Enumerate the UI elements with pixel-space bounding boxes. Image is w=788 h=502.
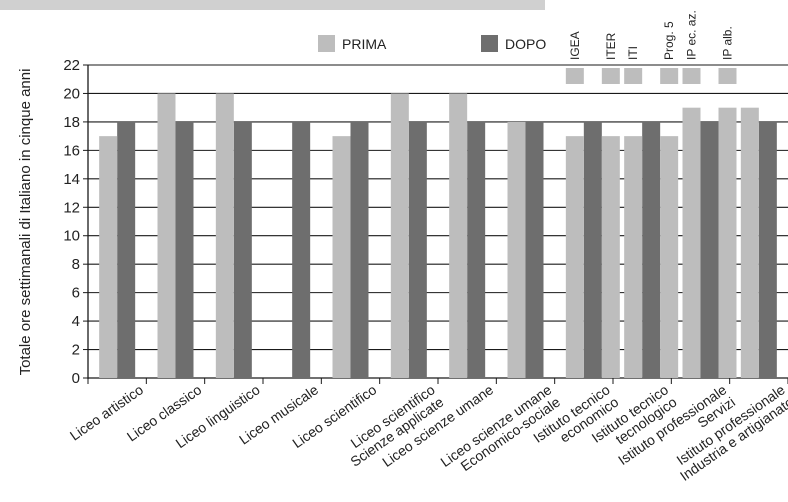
bar-prima bbox=[565, 136, 584, 378]
sub-label: ITI bbox=[626, 46, 640, 60]
bar-dopo bbox=[175, 121, 194, 378]
bar-prima bbox=[390, 93, 409, 379]
bar-dopo bbox=[292, 121, 311, 378]
sub-label-marker bbox=[660, 68, 679, 84]
y-tick-label: 14 bbox=[63, 171, 80, 188]
bar-prima bbox=[601, 136, 620, 378]
bar-dopo bbox=[467, 121, 486, 378]
bar-prima bbox=[99, 136, 118, 378]
bar-layer bbox=[99, 93, 777, 379]
y-tick-label: 10 bbox=[63, 228, 80, 245]
legend-label: PRIMA bbox=[342, 36, 387, 52]
top-gray-strip bbox=[0, 0, 545, 10]
bar-prima bbox=[660, 136, 679, 378]
y-tick-label: 18 bbox=[63, 114, 80, 131]
sub-label-marker bbox=[601, 68, 620, 84]
legend-label: DOPO bbox=[505, 36, 546, 52]
y-tick-label: 22 bbox=[63, 57, 80, 74]
axis-layer: 0 2 4 6 8 10 12 14 16 18 20 22 bbox=[63, 57, 788, 387]
sub-label: Prog. 5 bbox=[662, 21, 676, 60]
sub-label: ITER bbox=[604, 32, 618, 60]
y-tick-label: 0 bbox=[72, 370, 80, 387]
sub-label-marker bbox=[624, 68, 643, 84]
sub-label-marker bbox=[565, 68, 584, 84]
bar-dopo bbox=[583, 121, 602, 378]
bar-dopo bbox=[642, 121, 661, 378]
sub-label: IP alb. bbox=[721, 26, 735, 60]
y-axis-label: Totale ore settimanali di Italiano in ci… bbox=[17, 69, 34, 376]
sub-label: IP ec. az. bbox=[685, 10, 699, 60]
bar-prima bbox=[682, 107, 701, 378]
sub-label: IGEA bbox=[568, 31, 582, 60]
y-tick-label: 6 bbox=[72, 285, 80, 302]
bar-prima bbox=[332, 136, 351, 378]
sub-label-marker bbox=[682, 68, 701, 84]
y-tick-label: 16 bbox=[63, 142, 80, 159]
y-tick-label: 4 bbox=[72, 313, 80, 330]
bar-dopo bbox=[117, 121, 136, 378]
bar-prima bbox=[624, 136, 643, 378]
y-tick-label: 2 bbox=[72, 342, 80, 359]
y-tick-label: 8 bbox=[72, 256, 80, 273]
bar-prima bbox=[215, 93, 234, 379]
bar-dopo bbox=[700, 121, 719, 378]
bar-prima bbox=[157, 93, 176, 379]
legend-swatch bbox=[318, 35, 335, 52]
bar-dopo bbox=[758, 121, 777, 378]
bar-prima bbox=[740, 107, 759, 378]
bar-dopo bbox=[350, 121, 369, 378]
bar-prima bbox=[449, 93, 468, 379]
grid-layer bbox=[88, 64, 788, 351]
legend: PRIMA DOPO bbox=[318, 35, 546, 52]
legend-swatch bbox=[481, 35, 498, 52]
bar-dopo bbox=[408, 121, 427, 378]
y-tick-label: 20 bbox=[63, 85, 80, 102]
bar-prima bbox=[718, 107, 737, 378]
y-tick-label: 12 bbox=[63, 199, 80, 216]
bar-prima bbox=[507, 121, 526, 378]
x-category-label-line: Liceo scienze umane bbox=[437, 381, 554, 470]
sub-label-marker bbox=[718, 68, 737, 84]
bar-dopo bbox=[525, 121, 544, 378]
bar-dopo bbox=[233, 121, 252, 378]
